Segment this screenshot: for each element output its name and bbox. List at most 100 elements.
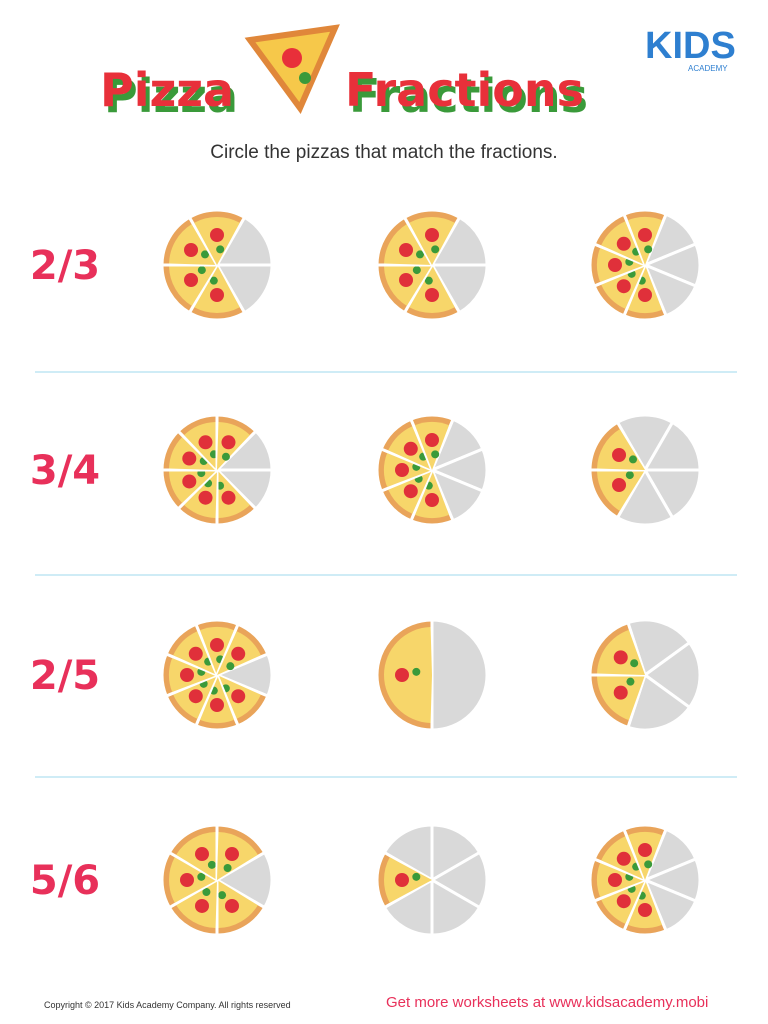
- topping: [399, 273, 414, 287]
- topping: [184, 273, 199, 287]
- topping: [425, 433, 439, 447]
- topping: [184, 243, 199, 257]
- pizza: [588, 208, 702, 322]
- topping: [616, 279, 631, 294]
- pizza: [160, 208, 274, 322]
- pizza: [160, 823, 274, 937]
- gray-slice: [430, 618, 489, 732]
- topping: [616, 236, 631, 251]
- pizza: [375, 208, 489, 322]
- topping: [431, 450, 440, 459]
- topping: [182, 451, 197, 466]
- topping: [399, 243, 414, 257]
- topping: [197, 872, 206, 881]
- topping: [431, 245, 440, 254]
- topping: [218, 891, 227, 900]
- gray-slice: [642, 468, 702, 520]
- topping: [638, 843, 652, 857]
- topping: [638, 228, 652, 242]
- fraction: 2/3: [30, 243, 100, 289]
- gray-slice: [382, 823, 434, 883]
- pizza: [375, 823, 489, 937]
- topping: [425, 228, 439, 242]
- gray-slice: [429, 215, 489, 267]
- topping: [225, 898, 239, 913]
- topping: [231, 646, 246, 661]
- gray-slice: [642, 640, 702, 710]
- topping: [412, 667, 421, 676]
- topping: [630, 659, 639, 668]
- topping: [209, 276, 218, 285]
- copyright: Copyright © 2017 Kids Academy Company. A…: [44, 1000, 291, 1010]
- topping: [613, 685, 628, 700]
- topping: [638, 288, 652, 302]
- gray-slice: [214, 263, 274, 315]
- gray-slice: [615, 413, 675, 473]
- pizza: [588, 823, 702, 937]
- topping: [210, 228, 224, 242]
- topping: [616, 851, 631, 866]
- pizza: [375, 413, 489, 527]
- topping: [616, 894, 631, 909]
- topping: [395, 873, 409, 887]
- gray-slice: [430, 877, 482, 937]
- instruction: Circle the pizzas that match the fractio…: [210, 142, 557, 163]
- topping: [195, 847, 209, 862]
- topping: [223, 864, 232, 873]
- topping: [198, 490, 213, 505]
- topping: [612, 478, 627, 492]
- pizza: [160, 618, 274, 732]
- topping: [403, 484, 418, 499]
- topping: [188, 689, 203, 704]
- topping: [644, 245, 653, 254]
- topping: [180, 873, 194, 887]
- fraction: 3/4: [30, 448, 100, 494]
- gray-slice: [214, 850, 274, 910]
- footer-link[interactable]: Get more worksheets at www.kidsacademy.m…: [386, 994, 708, 1011]
- topping: [416, 250, 425, 259]
- topping: [221, 452, 230, 461]
- title-shadow: Pizza: [104, 69, 238, 123]
- topping: [412, 872, 421, 881]
- topping: [403, 441, 418, 456]
- topping: [201, 250, 210, 259]
- gray-slice: [429, 850, 489, 910]
- topping: [625, 471, 634, 480]
- topping: [424, 276, 433, 285]
- title-left: Pizza: [100, 63, 234, 117]
- topping: [195, 898, 209, 913]
- topping: [608, 258, 622, 272]
- logo: KIDS: [645, 25, 736, 67]
- gray-slice: [429, 263, 489, 315]
- topping: [626, 677, 635, 686]
- topping: [231, 689, 246, 704]
- topping: [198, 435, 213, 450]
- logo-sub: ACADEMY: [688, 64, 728, 73]
- topping: [210, 288, 224, 302]
- topping: [207, 860, 216, 869]
- gray-slice: [626, 672, 692, 732]
- pizza: [375, 618, 489, 732]
- topping: [395, 463, 409, 477]
- topping: [182, 474, 197, 489]
- fraction: 2/5: [30, 653, 100, 699]
- topping: [210, 638, 224, 652]
- pizza: [588, 413, 702, 527]
- topping: [425, 288, 439, 302]
- topping: [197, 266, 206, 275]
- pizza-slice-icon: [244, 24, 340, 114]
- pizza: [588, 618, 702, 732]
- title-shadow: Fractions: [349, 69, 588, 123]
- gray-slice: [642, 420, 702, 472]
- topping: [188, 646, 203, 661]
- topping: [221, 490, 236, 505]
- topping: [202, 887, 211, 896]
- gray-slice: [214, 215, 274, 267]
- topping: [612, 448, 627, 462]
- topping: [425, 493, 439, 507]
- topping: [210, 698, 224, 712]
- gray-slice: [615, 467, 675, 527]
- topping: [221, 435, 236, 450]
- topping: [608, 873, 622, 887]
- gray-slice: [382, 877, 434, 937]
